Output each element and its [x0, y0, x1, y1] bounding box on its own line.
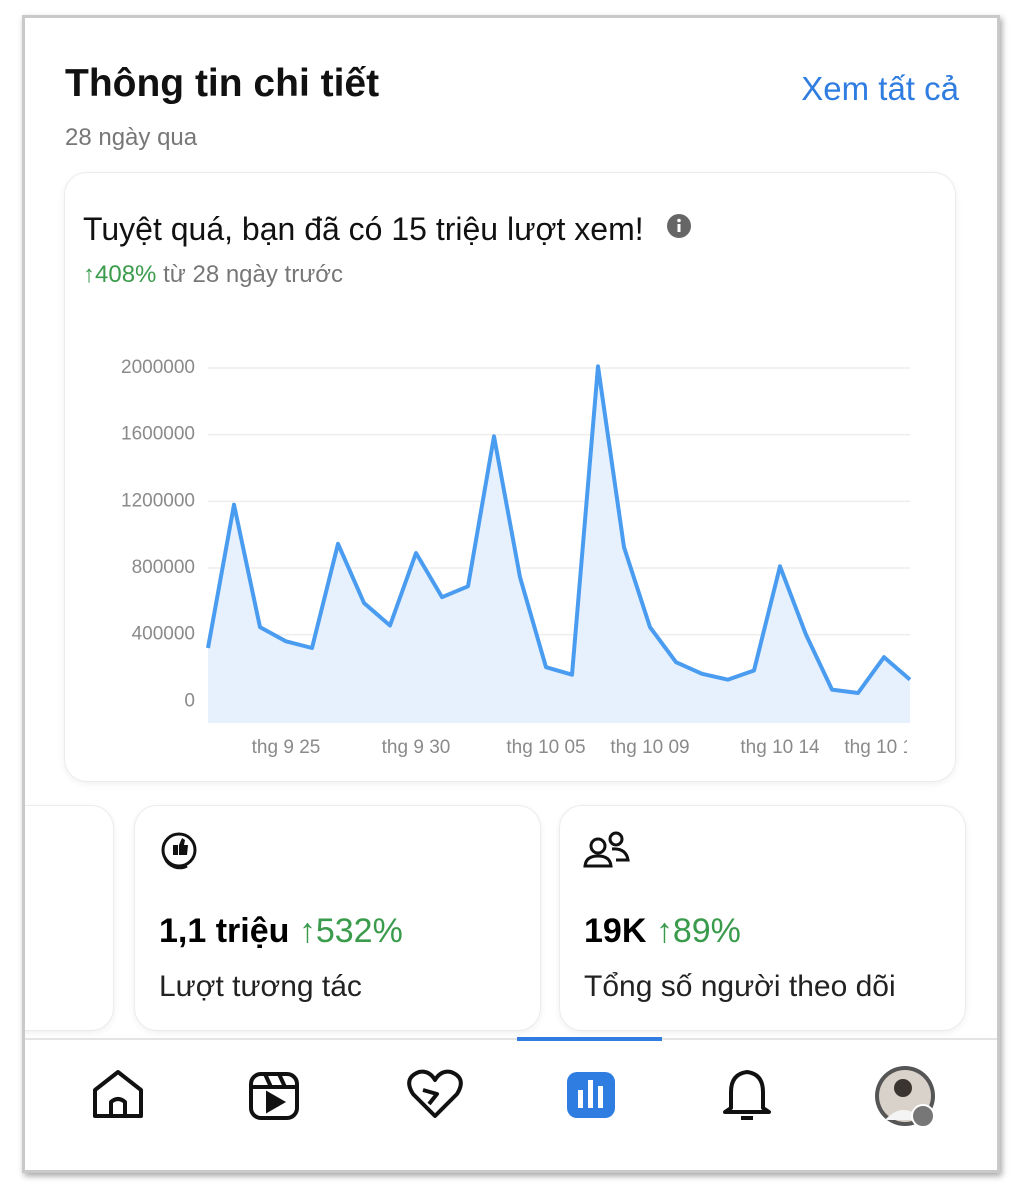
activity-tab[interactable]: [407, 1069, 463, 1118]
chart-headline: Tuyệt quá, bạn đã có 15 triệu lượt xem!: [83, 211, 691, 248]
x-tick-label: thg 9 30: [382, 737, 451, 758]
nav-divider: [25, 1038, 997, 1040]
y-tick-label: 0: [184, 690, 195, 711]
followers-icon: [583, 831, 630, 868]
phone-screen: Thông tin chi tiết 28 ngày qua Xem tất c…: [22, 15, 1000, 1173]
active-tab-indicator: [517, 1037, 662, 1041]
line: [206, 364, 912, 695]
page-title: Thông tin chi tiết: [65, 62, 380, 105]
y-tick-label: 800000: [132, 557, 195, 578]
page-subtitle: 28 ngày qua: [65, 124, 198, 151]
y-tick-label: 1600000: [121, 424, 195, 445]
stat-value: 1,1 triệu: [159, 912, 290, 950]
stat-card-partial[interactable]: [25, 806, 113, 1030]
stat-change: ↑532%: [298, 912, 403, 950]
info-icon[interactable]: [666, 214, 691, 238]
x-tick-label: thg 10 18: [844, 737, 923, 758]
stat-line: 19K ↑89%: [584, 912, 741, 951]
stat-card[interactable]: 1,1 triệu ↑532% Lượt tương tác: [135, 806, 540, 1030]
x-tick-label: thg 9 25: [252, 737, 321, 758]
engagement-icon: [161, 832, 197, 870]
change-note: từ 28 ngày trước: [163, 261, 344, 288]
bottom-nav: [93, 1066, 935, 1128]
y-tick-label: 1200000: [121, 490, 195, 511]
insights-tab[interactable]: [567, 1072, 615, 1118]
reels-tab[interactable]: [249, 1072, 299, 1120]
profile-tab[interactable]: [875, 1066, 935, 1128]
x-tick-label: thg 10 09: [610, 737, 689, 758]
stat-label: Lượt tương tác: [159, 970, 362, 1003]
x-tick-label: thg 10 14: [740, 737, 820, 758]
views-chart: 0 400000 800000 1200000 1600000 2000000 thg 9 …: [121, 357, 923, 758]
stat-change: ↑89%: [655, 912, 741, 950]
y-tick-label: 400000: [132, 624, 195, 645]
stat-line: 1,1 triệu ↑532%: [159, 912, 403, 951]
stat-card[interactable]: 19K ↑89% Tổng số người theo dõi: [560, 806, 965, 1030]
change-value: ↑408%: [83, 261, 157, 288]
see-all-link[interactable]: Xem tất cả: [801, 70, 959, 107]
headline-text: Tuyệt quá, bạn đã có 15 triệu lượt xem!: [83, 211, 644, 247]
home-tab[interactable]: [93, 1070, 143, 1118]
stat-label: Tổng số người theo dõi: [584, 970, 896, 1003]
notifications-tab[interactable]: [723, 1070, 771, 1120]
y-tick-label: 2000000: [121, 357, 195, 378]
chart-change: ↑408% từ 28 ngày trước: [83, 261, 343, 289]
area: [208, 366, 910, 723]
stat-value: 19K: [584, 912, 647, 950]
x-tick-label: thg 10 05: [506, 737, 585, 758]
